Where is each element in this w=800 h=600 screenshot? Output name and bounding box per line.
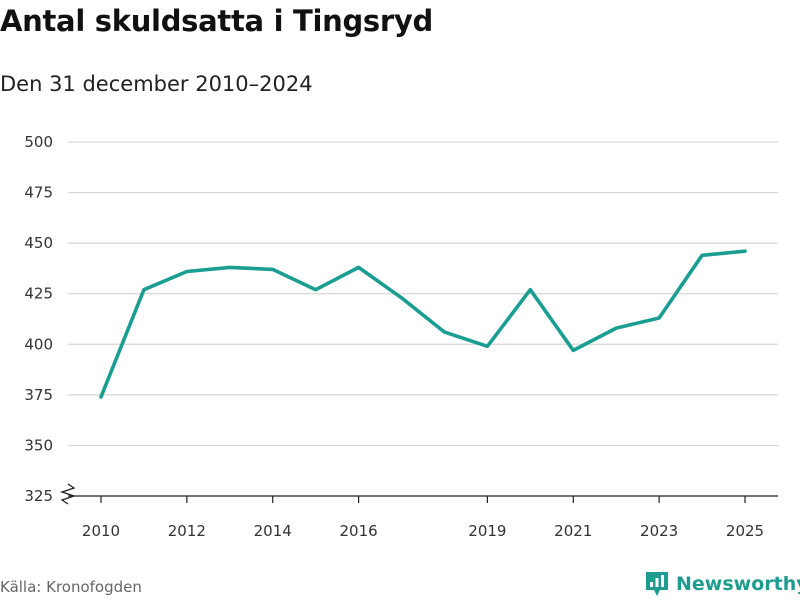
brand-logo: Newsworthy [644,570,800,598]
chart-subtitle: Den 31 december 2010–2024 [0,72,313,96]
y-tick-label-400: 400 [24,335,53,353]
source-note: Källa: Kronofogden [0,578,142,596]
x-tick-label-2023: 2023 [640,522,678,540]
y-tick-label-425: 425 [24,285,53,303]
x-axis-ticks: 2010 2012 2014 2016 2019 2021 2023 2025 [82,496,764,540]
x-tick-label-2012: 2012 [168,522,206,540]
y-tick-label-325: 325 [24,487,53,505]
x-tick-label-2016: 2016 [340,522,378,540]
brand-name: Newsworthy [676,573,800,595]
y-tick-label-500: 500 [24,133,53,151]
x-tick-label-2019: 2019 [468,522,506,540]
x-tick-label-2014: 2014 [254,522,292,540]
axis-break-icon [59,483,77,505]
x-axis [59,483,778,505]
y-tick-label-450: 450 [24,234,53,252]
x-tick-label-2010: 2010 [82,522,120,540]
bar-chart-speech-icon [646,572,668,596]
gridlines [68,141,778,447]
x-tick-label-2021: 2021 [554,522,592,540]
y-tick-label-475: 475 [24,184,53,202]
chart-title: Antal skuldsatta i Tingsryd [0,4,433,38]
series-line [99,249,747,399]
y-tick-label-350: 350 [24,436,53,454]
y-tick-label-375: 375 [24,386,53,404]
y-axis-ticks: 325 350 375 400 425 450 475 500 [24,133,53,505]
x-tick-label-2025: 2025 [726,522,764,540]
series-line-path [99,249,747,399]
